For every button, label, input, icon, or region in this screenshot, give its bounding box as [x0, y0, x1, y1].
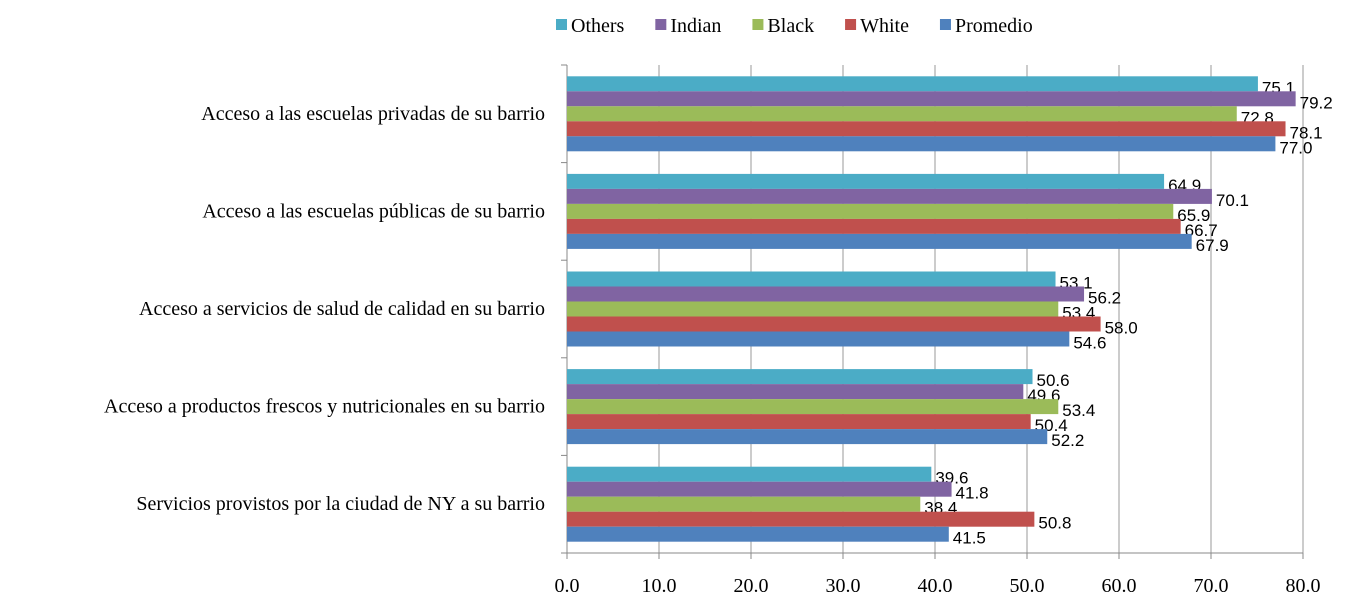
bar [567, 188, 1212, 204]
x-tick-label: 10.0 [642, 575, 677, 597]
bar [567, 106, 1237, 122]
bar [567, 316, 1101, 332]
legend-swatch [556, 19, 567, 30]
bar [567, 301, 1059, 317]
value-label: 70.1 [1216, 191, 1249, 210]
value-label: 50.8 [1038, 514, 1071, 533]
value-label: 79.2 [1300, 93, 1333, 112]
y-tick-label: Acceso a servicios de salud de calidad e… [139, 298, 545, 320]
bar [567, 173, 1165, 189]
legend-label: Promedio [955, 15, 1033, 37]
bar [567, 496, 921, 512]
value-label: 41.8 [956, 484, 989, 503]
value-label: 67.9 [1196, 236, 1229, 255]
x-tick-label: 50.0 [1010, 575, 1045, 597]
y-tick-label: Servicios provistos por la ciudad de NY … [136, 493, 545, 515]
value-label: 78.1 [1290, 123, 1323, 142]
bar [567, 271, 1056, 287]
bar [567, 331, 1070, 347]
x-tick-label: 40.0 [918, 575, 953, 597]
y-tick-label: Acceso a las escuelas privadas de su bar… [201, 103, 545, 125]
value-label: 50.6 [1037, 371, 1070, 390]
x-tick-label: 70.0 [1194, 575, 1229, 597]
bar [567, 399, 1059, 415]
legend-swatch [939, 19, 951, 30]
value-label: 58.0 [1105, 319, 1138, 338]
legend-swatch [655, 19, 667, 30]
bar [567, 369, 1033, 385]
legend-label: Others [571, 15, 625, 37]
bar [567, 414, 1031, 430]
value-label: 53.4 [1062, 401, 1095, 420]
y-tick-label: Acceso a productos frescos y nutricional… [104, 396, 545, 418]
bar [567, 286, 1085, 302]
bar [567, 91, 1296, 107]
legend-label: Indian [670, 15, 721, 37]
value-label: 52.2 [1051, 431, 1084, 450]
bar [567, 429, 1048, 445]
value-label: 56.2 [1088, 289, 1121, 308]
value-label: 65.9 [1177, 206, 1210, 225]
x-tick-label: 80.0 [1286, 575, 1321, 597]
x-tick-label: 30.0 [826, 575, 861, 597]
value-label: 66.7 [1185, 221, 1218, 240]
legend-swatch [845, 19, 857, 30]
bar [567, 136, 1276, 152]
bar [567, 233, 1192, 249]
legend-label: White [860, 15, 909, 37]
legend-label: Black [767, 15, 814, 37]
bar [567, 76, 1258, 92]
x-tick-label: 60.0 [1102, 575, 1137, 597]
bar [567, 218, 1181, 234]
value-label: 41.5 [953, 529, 986, 548]
value-label: 77.0 [1279, 138, 1312, 157]
bar [567, 511, 1035, 527]
bar [567, 526, 949, 542]
x-tick-label: 0.0 [555, 575, 580, 597]
bar [567, 466, 932, 482]
bar [567, 121, 1286, 137]
x-tick-label: 20.0 [734, 575, 769, 597]
bar [567, 481, 952, 497]
y-tick-label: Acceso a las escuelas públicas de su bar… [202, 200, 545, 222]
value-label: 54.6 [1073, 334, 1106, 353]
bar [567, 203, 1174, 219]
bar [567, 384, 1024, 400]
legend-swatch [752, 19, 764, 30]
